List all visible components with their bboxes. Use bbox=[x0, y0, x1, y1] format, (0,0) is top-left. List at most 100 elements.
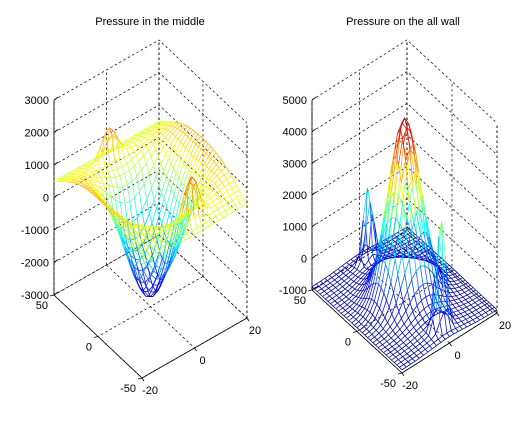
mesh-line bbox=[386, 191, 392, 228]
mesh-line bbox=[392, 218, 396, 237]
mesh-line bbox=[140, 135, 144, 138]
mesh-line bbox=[172, 254, 176, 261]
mesh-line bbox=[456, 322, 461, 327]
mesh-line bbox=[363, 250, 367, 253]
mesh-line bbox=[345, 310, 349, 313]
mesh-line bbox=[98, 191, 102, 198]
mesh-line bbox=[350, 292, 354, 296]
mesh-line bbox=[397, 168, 402, 195]
mesh-line bbox=[175, 151, 179, 156]
mesh-line bbox=[413, 212, 417, 223]
mesh-line bbox=[376, 287, 382, 305]
mesh-line bbox=[157, 278, 162, 286]
mesh-line bbox=[373, 321, 379, 328]
mesh-line bbox=[383, 334, 389, 340]
mesh-line bbox=[466, 324, 472, 328]
mesh-line bbox=[342, 286, 346, 290]
mesh-line bbox=[343, 290, 349, 295]
mesh-line bbox=[457, 328, 463, 332]
mesh-line bbox=[121, 235, 125, 239]
mesh-line bbox=[160, 274, 164, 279]
mesh-line bbox=[373, 282, 376, 284]
mesh-line bbox=[188, 221, 193, 231]
mesh-line bbox=[140, 282, 144, 292]
mesh-line bbox=[389, 343, 393, 347]
mesh-line bbox=[166, 206, 170, 214]
mesh-line bbox=[221, 178, 227, 184]
mesh-line bbox=[100, 188, 107, 193]
mesh-line bbox=[447, 284, 451, 289]
mesh-line bbox=[459, 323, 465, 327]
mesh-line bbox=[332, 302, 338, 307]
mesh-line bbox=[110, 196, 114, 210]
mesh-line bbox=[359, 305, 363, 308]
x-tick-mark bbox=[194, 347, 197, 352]
mesh-line bbox=[236, 194, 242, 198]
mesh-line bbox=[440, 338, 446, 343]
mesh-line bbox=[68, 170, 74, 174]
mesh-line bbox=[164, 243, 170, 264]
mesh-line bbox=[353, 297, 359, 303]
mesh-line bbox=[397, 129, 401, 134]
mesh-line bbox=[414, 357, 420, 362]
mesh-line bbox=[97, 162, 101, 169]
mesh-line bbox=[422, 284, 427, 297]
mesh-line bbox=[193, 172, 197, 175]
plot-pressure-wall: -1000010002000300040005000-20020-50050Pr… bbox=[279, 16, 511, 392]
mesh-line bbox=[427, 305, 432, 312]
mesh-line bbox=[145, 132, 148, 135]
mesh-line bbox=[311, 283, 317, 288]
mesh-line bbox=[130, 137, 134, 139]
mesh-line bbox=[166, 230, 170, 243]
mesh-line bbox=[130, 134, 136, 139]
mesh-line bbox=[138, 191, 143, 211]
mesh-line bbox=[99, 198, 104, 202]
mesh-line bbox=[353, 316, 357, 320]
z-tick-mark bbox=[53, 226, 59, 231]
mesh-line bbox=[205, 206, 209, 215]
mesh-line bbox=[113, 215, 117, 220]
mesh-line bbox=[360, 289, 366, 299]
mesh-line bbox=[409, 352, 415, 357]
z-tick-label: 5000 bbox=[283, 95, 307, 107]
mesh-line bbox=[406, 353, 410, 357]
mesh-line bbox=[177, 128, 181, 131]
mesh-line bbox=[203, 226, 209, 230]
mesh-line bbox=[411, 346, 416, 351]
mesh-line bbox=[458, 277, 463, 281]
mesh-line bbox=[365, 312, 371, 320]
mesh-line bbox=[161, 258, 166, 264]
mesh-line bbox=[415, 266, 421, 272]
mesh-line bbox=[135, 141, 141, 146]
mesh-line bbox=[404, 117, 408, 128]
mesh-line bbox=[212, 190, 216, 195]
mesh-line bbox=[221, 170, 225, 176]
mesh-line bbox=[359, 266, 365, 272]
mesh-line bbox=[431, 275, 435, 317]
mesh-line bbox=[410, 322, 415, 328]
z-tick-mark bbox=[311, 223, 317, 227]
mesh-line bbox=[210, 207, 214, 213]
mesh-line bbox=[146, 263, 150, 268]
mesh-line bbox=[406, 322, 412, 329]
mesh-line bbox=[378, 283, 382, 289]
mesh-line bbox=[185, 181, 190, 213]
mesh-line bbox=[409, 187, 413, 203]
z-tick-label: -3000 bbox=[21, 290, 49, 302]
mesh-line bbox=[169, 227, 173, 232]
mesh-line bbox=[336, 278, 342, 283]
mesh-line bbox=[398, 139, 404, 145]
mesh-line bbox=[346, 262, 350, 265]
mesh-line bbox=[448, 274, 454, 276]
mesh-line bbox=[149, 235, 153, 245]
mesh-line bbox=[360, 314, 364, 318]
mesh-line bbox=[192, 133, 199, 142]
mesh-line bbox=[138, 235, 142, 241]
mesh-line bbox=[128, 145, 132, 149]
mesh-line bbox=[150, 136, 156, 142]
mesh-line bbox=[209, 178, 213, 182]
mesh-line bbox=[221, 194, 226, 200]
mesh-line bbox=[117, 186, 123, 188]
mesh-line bbox=[126, 224, 131, 226]
mesh-line bbox=[157, 131, 161, 134]
